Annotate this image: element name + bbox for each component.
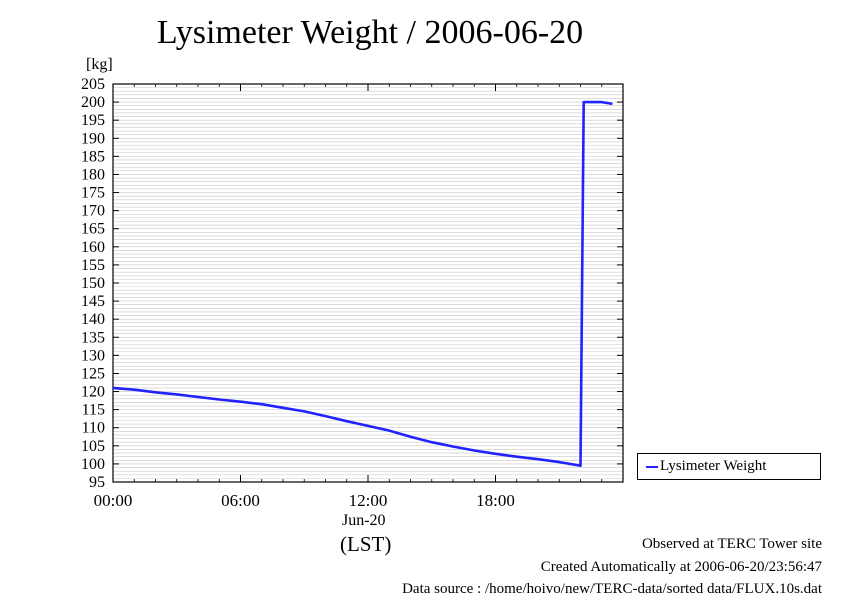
y-tick-label: 115 <box>82 402 105 419</box>
footer-site: Observed at TERC Tower site <box>641 536 822 552</box>
x-tick-label: 12:00 <box>349 491 388 510</box>
y-tick-label: 160 <box>81 239 105 256</box>
y-tick-label: 190 <box>81 130 105 147</box>
legend-swatch <box>646 466 658 468</box>
y-tick-label: 155 <box>81 257 105 274</box>
series-line <box>112 100 613 467</box>
y-tick-label: 185 <box>81 148 105 165</box>
y-tick-label: 150 <box>81 275 105 292</box>
y-tick-label: 130 <box>81 347 105 364</box>
y-tick-label: 145 <box>81 293 105 310</box>
y-tick-label: 105 <box>81 438 105 455</box>
y-tick-label: 165 <box>81 221 105 238</box>
y-tick-label: 100 <box>81 456 105 473</box>
y-tick-label: 180 <box>81 166 105 183</box>
chart-title: Lysimeter Weight / 2006-06-20 <box>156 14 584 51</box>
x-date-label: Jun-20 <box>342 512 386 529</box>
y-tick-label: 205 <box>81 76 105 93</box>
y-tick-label: 120 <box>81 384 105 401</box>
y-tick-label: 195 <box>81 112 105 129</box>
y-tick-label: 125 <box>81 365 105 382</box>
footer-source: Data source : /home/hoivo/new/TERC-data/… <box>402 581 822 597</box>
y-tick-label: 170 <box>81 203 105 220</box>
legend-label: Lysimeter Weight <box>660 458 767 474</box>
footer-created: Created Automatically at 2006-06-20/23:5… <box>540 559 822 575</box>
y-tick-label: 140 <box>81 311 105 328</box>
y-tick-label: 135 <box>81 329 105 346</box>
y-tick-label: 110 <box>82 420 105 437</box>
x-axis-label: (LST) <box>340 532 392 556</box>
y-tick-label: 175 <box>81 185 105 202</box>
x-tick-label: 18:00 <box>476 491 515 510</box>
x-tick-label: 00:00 <box>94 491 133 510</box>
chart-legend: Lysimeter Weight <box>637 453 821 480</box>
y-axis-unit: [kg] <box>86 56 113 73</box>
y-tick-label: 200 <box>81 94 105 111</box>
y-tick-label: 95 <box>89 474 105 491</box>
x-tick-label: 06:00 <box>221 491 260 510</box>
